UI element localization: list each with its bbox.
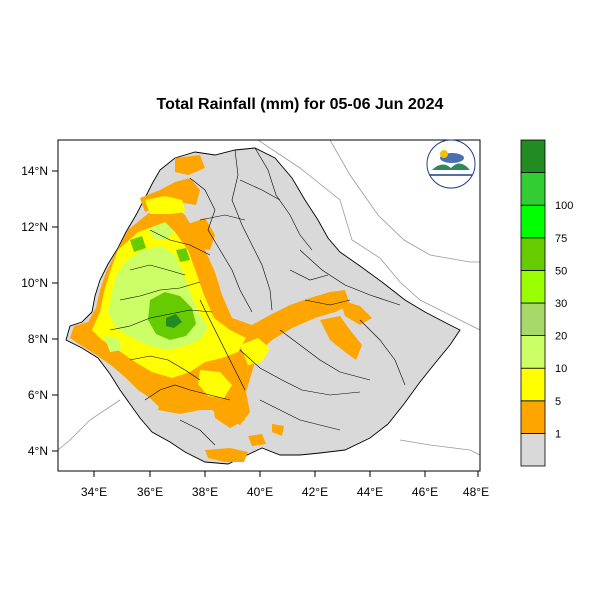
x-tick-label: 48°E (463, 485, 489, 499)
kenya-border (399, 439, 480, 456)
legend-swatch (520, 237, 546, 271)
x-tick-label: 46°E (412, 485, 438, 499)
x-tick-label: 36°E (137, 485, 163, 499)
sudan-border (58, 399, 121, 451)
legend-swatch (520, 302, 546, 336)
x-tick-label: 40°E (247, 485, 273, 499)
rainfall-legend: 1 5 10 20 30 50 75 100 (520, 139, 573, 467)
legend-label: 30 (555, 298, 567, 310)
legend-swatch (520, 367, 546, 402)
legend-label: 5 (555, 396, 561, 408)
admin-boundaries (109, 147, 406, 446)
y-tick-label: 12°N (21, 220, 48, 234)
map-frame (57, 139, 481, 472)
legend-swatch (520, 172, 546, 206)
legend-swatch (520, 269, 546, 304)
y-tick-label: 4°N (28, 444, 48, 458)
legend-swatch (520, 139, 546, 173)
legend-label: 20 (555, 331, 567, 343)
legend-label: 10 (555, 363, 567, 375)
y-tick-label: 8°N (28, 332, 48, 346)
legend-swatch (520, 204, 546, 239)
x-tick-label: 34°E (81, 485, 107, 499)
rainfall-extreme (166, 314, 182, 328)
x-axis: 34°E 36°E 38°E 40°E 42°E 44°E 46°E 48°E (81, 471, 489, 499)
legend-label: 50 (555, 265, 567, 277)
y-tick-label: 10°N (21, 276, 48, 290)
map-area (58, 140, 480, 471)
legend-label: 100 (555, 200, 573, 212)
coastline (257, 140, 480, 331)
legend-swatch (520, 335, 546, 369)
coastline-arabia (329, 140, 480, 263)
ethiopian-meteorology-institute-logo (426, 139, 476, 189)
x-tick-label: 38°E (192, 485, 218, 499)
y-axis: 14°N 12°N 10°N 8°N 6°N 4°N (21, 164, 58, 458)
x-tick-label: 42°E (302, 485, 328, 499)
y-tick-label: 6°N (28, 388, 48, 402)
legend-label: 1 (555, 428, 561, 440)
legend-label: 75 (555, 233, 567, 245)
map-title: Total Rainfall (mm) for 05-06 Jun 2024 (156, 96, 444, 113)
legend-swatch (520, 400, 546, 434)
x-tick-label: 44°E (357, 485, 383, 499)
y-tick-label: 14°N (21, 164, 48, 178)
legend-swatch (520, 432, 546, 467)
